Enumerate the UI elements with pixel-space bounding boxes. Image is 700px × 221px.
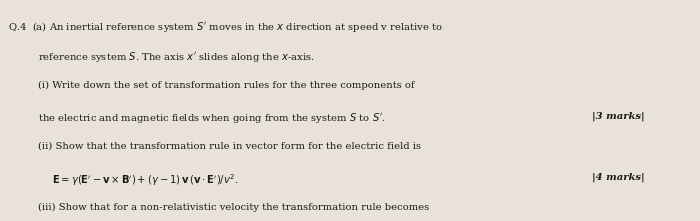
- Text: Q.4  (a) An inertial reference system $S'$ moves in the $x$ direction at speed v: Q.4 (a) An inertial reference system $S'…: [8, 20, 443, 34]
- Text: |3 marks|: |3 marks|: [592, 111, 644, 121]
- Text: (iii) Show that for a non-relativistic velocity the transformation rule becomes: (iii) Show that for a non-relativistic v…: [38, 203, 430, 212]
- Text: |4 marks|: |4 marks|: [592, 172, 644, 182]
- Text: reference system $S$. The axis $x'$ slides along the $x$-axis.: reference system $S$. The axis $x'$ slid…: [38, 50, 316, 64]
- Text: (ii) Show that the transformation rule in vector form for the electric field is: (ii) Show that the transformation rule i…: [38, 142, 421, 151]
- Text: (i) Write down the set of transformation rules for the three components of: (i) Write down the set of transformation…: [38, 81, 415, 90]
- Text: the electric and magnetic fields when going from the system $S$ to $S'$.: the electric and magnetic fields when go…: [38, 111, 386, 125]
- Text: $\mathbf{E} = \gamma(\mathbf{E'} - \mathbf{v} \times \mathbf{B'}) + (\gamma - 1): $\mathbf{E} = \gamma(\mathbf{E'} - \math…: [52, 172, 239, 188]
